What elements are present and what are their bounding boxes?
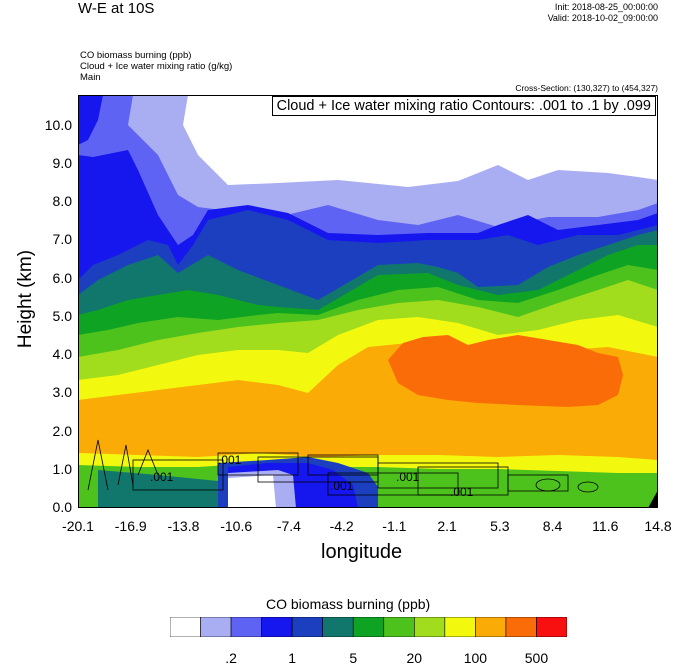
y-tick-label: 3.0 (52, 384, 72, 401)
colorbar-title: CO biomass burning (ppb) (266, 596, 431, 612)
init-time: Init: 2018-08-25_00:00:00 (554, 2, 658, 12)
x-tick-label: -1.1 (382, 518, 407, 534)
colorbar-swatch (383, 617, 415, 637)
y-tick-label: 4.0 (52, 346, 72, 363)
contour-label: .001 (150, 470, 174, 484)
plot-frame (78, 95, 658, 508)
colorbar-swatch (414, 617, 446, 637)
chart-title: W-E at 10S (78, 0, 155, 17)
colorbar-swatch (200, 617, 232, 637)
y-tick-label: 6.0 (52, 269, 72, 286)
y-axis-label: Height (km) (15, 249, 36, 349)
y-tick-label: 0.0 (52, 499, 72, 515)
colorbar-swatch (170, 617, 201, 637)
x-tick-label: -16.9 (114, 518, 147, 534)
colorbar-label: 500 (524, 650, 549, 666)
colorbar-swatch (230, 617, 262, 637)
x-tick-label: -4.2 (329, 518, 354, 534)
field-label-main: Main (80, 72, 101, 83)
y-tick-label: 9.0 (52, 154, 72, 171)
y-tick-label: 10.0 (44, 116, 72, 133)
x-tick-label: 5.3 (490, 518, 510, 534)
colorbar-swatch (261, 617, 293, 637)
colorbar-swatch (352, 617, 385, 637)
x-tick-label: 11.6 (592, 518, 619, 534)
colorbar (170, 617, 567, 637)
colorbar-label: .2 (225, 650, 237, 666)
y-tick-label: 7.0 (52, 231, 72, 248)
valid-time: Valid: 2018-10-02_09:00:00 (547, 13, 658, 23)
y-tick-label: 2.0 (52, 422, 72, 439)
x-tick-label: -13.8 (167, 518, 200, 534)
plot-area (78, 95, 658, 508)
contour-annotation: Cloud + Ice water mixing ratio Contours:… (271, 96, 656, 116)
x-tick-label: 8.4 (542, 518, 563, 534)
band-low-white (228, 475, 276, 508)
colorbar-label: 20 (406, 650, 423, 666)
cloud-contours (87, 439, 599, 496)
x-tick-label: -20.1 (62, 518, 94, 534)
y-tick-label: 5.0 (52, 307, 72, 324)
field-label-co: CO biomass burning (ppb) (80, 50, 192, 61)
band-red-orange (388, 335, 623, 407)
field-label-cloud: Cloud + Ice water mixing ratio (g/kg) (80, 61, 233, 72)
colorbar-label: 1 (288, 650, 297, 666)
colorbar-swatch (444, 617, 476, 637)
x-tick-label: 2.1 (437, 518, 457, 534)
contour-label: .001 (218, 453, 242, 467)
band-corner-black (648, 490, 658, 508)
x-tick-label: -7.4 (276, 518, 301, 534)
x-tick-label: -10.6 (220, 518, 253, 534)
y-tick-label: 1.0 (52, 460, 72, 477)
colorbar-swatch (291, 617, 323, 637)
cross-section-label: Cross-Section: (130,327) to (454,327) (515, 83, 658, 93)
colorbar-label: 100 (463, 650, 488, 666)
x-axis-label: longitude (321, 541, 403, 563)
contour-label: .001 (450, 485, 474, 499)
colorbar-swatch (475, 617, 507, 637)
colorbar-swatch (505, 617, 537, 637)
colorbar-label: 5 (349, 650, 358, 666)
contour-label: .001 (396, 470, 420, 484)
y-tick-label: 8.0 (52, 193, 72, 210)
colorbar-swatch (536, 617, 567, 637)
contour-label: .001 (330, 479, 354, 493)
colorbar-swatch (322, 617, 354, 637)
x-tick-label: 14.8 (644, 518, 672, 534)
